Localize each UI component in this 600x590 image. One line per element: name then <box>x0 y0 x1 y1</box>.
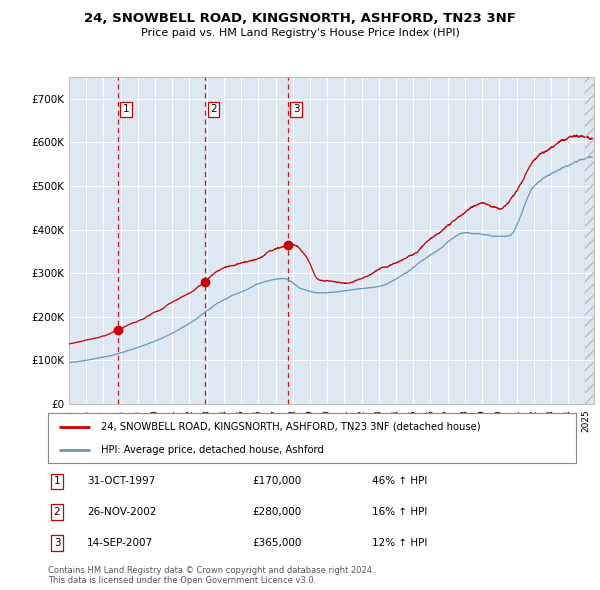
Text: 3: 3 <box>53 538 61 548</box>
Text: 12% ↑ HPI: 12% ↑ HPI <box>372 538 427 548</box>
Text: £170,000: £170,000 <box>252 477 301 486</box>
Text: 1: 1 <box>53 477 61 486</box>
Text: 31-OCT-1997: 31-OCT-1997 <box>87 477 155 486</box>
Text: 14-SEP-2007: 14-SEP-2007 <box>87 538 153 548</box>
Text: Price paid vs. HM Land Registry's House Price Index (HPI): Price paid vs. HM Land Registry's House … <box>140 28 460 38</box>
Text: Contains HM Land Registry data © Crown copyright and database right 2024.
This d: Contains HM Land Registry data © Crown c… <box>48 566 374 585</box>
Text: 24, SNOWBELL ROAD, KINGSNORTH, ASHFORD, TN23 3NF: 24, SNOWBELL ROAD, KINGSNORTH, ASHFORD, … <box>84 12 516 25</box>
Text: 1: 1 <box>123 104 130 114</box>
Text: 2: 2 <box>210 104 217 114</box>
Text: £365,000: £365,000 <box>252 538 301 548</box>
Text: 26-NOV-2002: 26-NOV-2002 <box>87 507 157 517</box>
Text: 24, SNOWBELL ROAD, KINGSNORTH, ASHFORD, TN23 3NF (detached house): 24, SNOWBELL ROAD, KINGSNORTH, ASHFORD, … <box>101 421 481 431</box>
Text: 16% ↑ HPI: 16% ↑ HPI <box>372 507 427 517</box>
Text: 46% ↑ HPI: 46% ↑ HPI <box>372 477 427 486</box>
Text: £280,000: £280,000 <box>252 507 301 517</box>
Text: 3: 3 <box>293 104 299 114</box>
Text: HPI: Average price, detached house, Ashford: HPI: Average price, detached house, Ashf… <box>101 445 323 455</box>
Text: 2: 2 <box>53 507 61 517</box>
